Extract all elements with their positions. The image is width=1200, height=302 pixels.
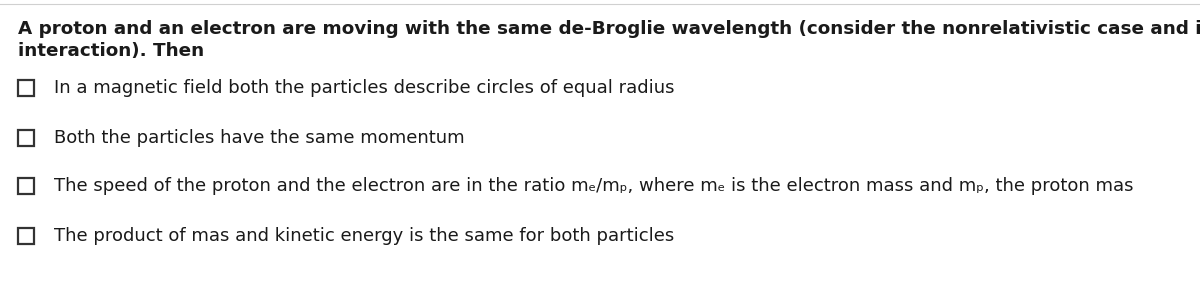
Text: A proton and an electron are moving with the same de-Broglie wavelength (conside: A proton and an electron are moving with… bbox=[18, 20, 1200, 38]
Bar bbox=[18, 178, 34, 194]
Bar bbox=[18, 80, 34, 96]
Text: The speed of the proton and the electron are in the ratio mₑ/mₚ, where mₑ is the: The speed of the proton and the electron… bbox=[54, 177, 1134, 195]
Text: interaction). Then: interaction). Then bbox=[18, 42, 204, 60]
Text: Both the particles have the same momentum: Both the particles have the same momentu… bbox=[54, 129, 464, 147]
Text: In a magnetic field both the particles describe circles of equal radius: In a magnetic field both the particles d… bbox=[54, 79, 674, 97]
Bar bbox=[18, 130, 34, 146]
Bar bbox=[18, 228, 34, 244]
Text: The product of mas and kinetic energy is the same for both particles: The product of mas and kinetic energy is… bbox=[54, 227, 674, 245]
